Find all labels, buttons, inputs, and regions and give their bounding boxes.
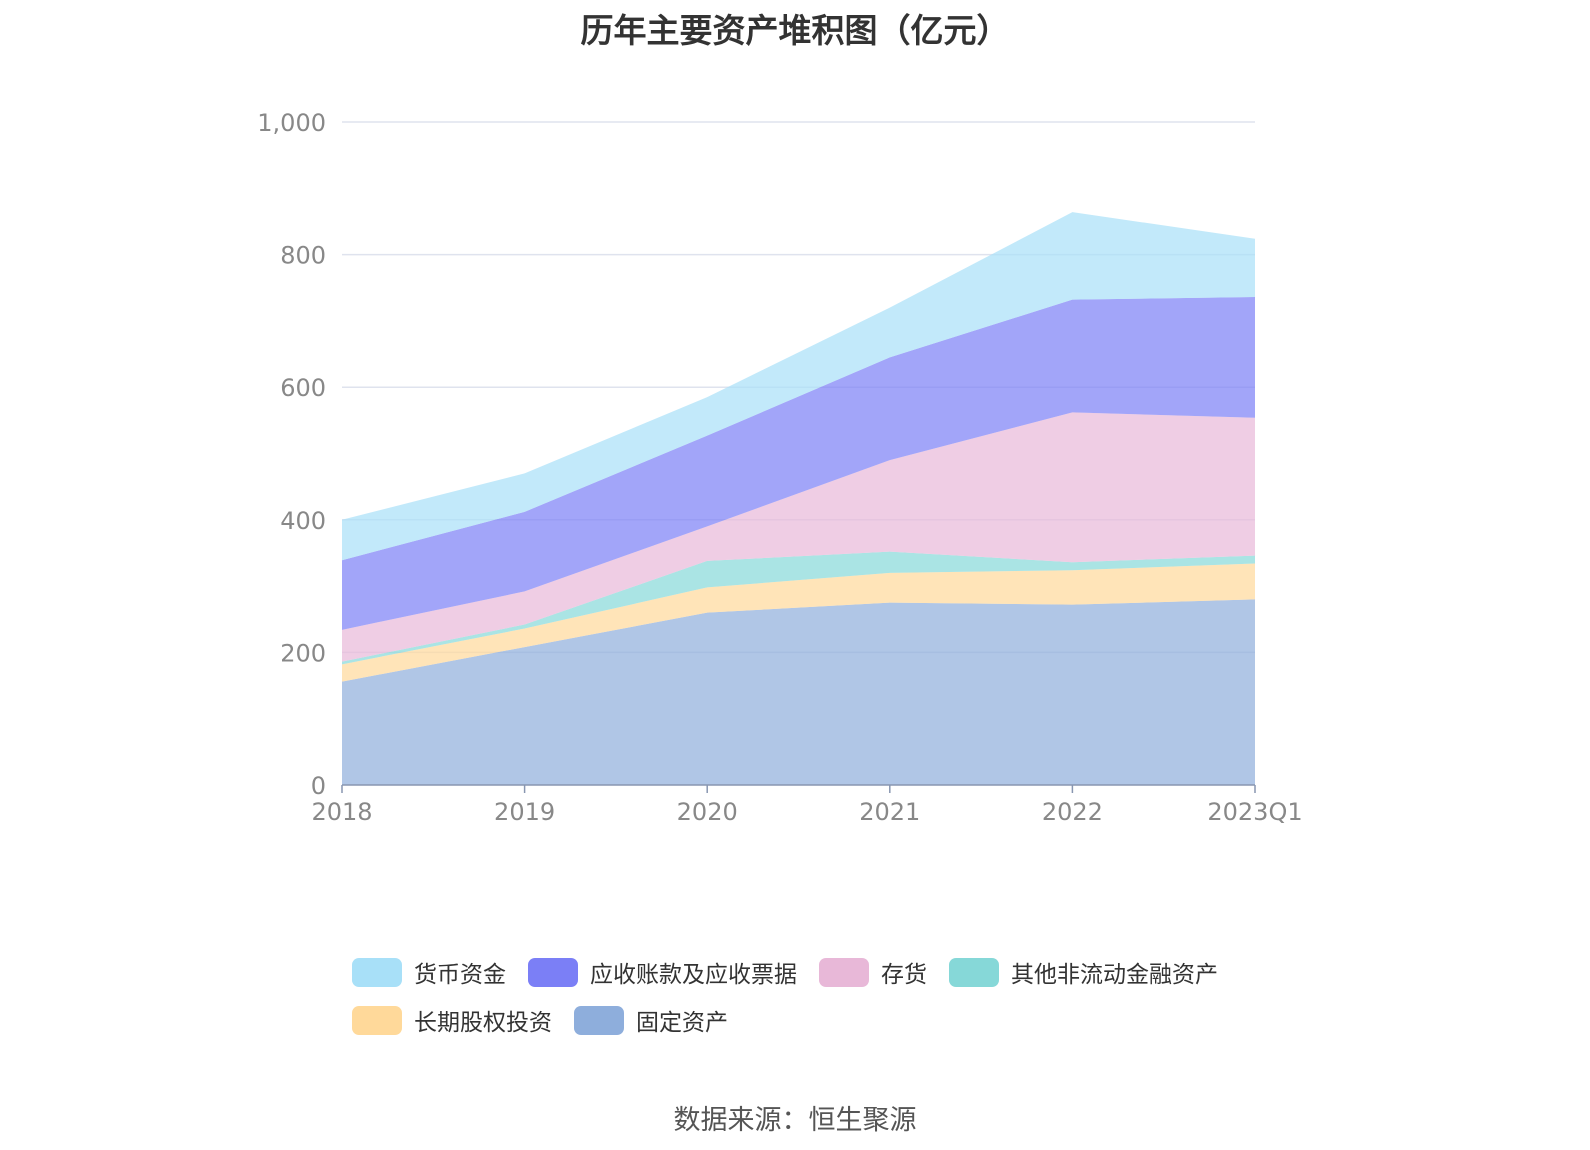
y-tick-label: 1,000 [257, 109, 326, 137]
legend: 货币资金 应收账款及应收票据 存货 其他非流动金融资产 长期股权投资 固定资产 [352, 948, 1272, 1044]
y-tick-label: 800 [280, 242, 326, 270]
y-tick-label: 400 [280, 507, 326, 535]
x-tick-label: 2020 [677, 798, 738, 826]
legend-swatch [528, 957, 578, 987]
legend-swatch [949, 957, 999, 987]
area-series [342, 412, 1255, 662]
legend-label: 存货 [881, 962, 927, 988]
legend-row-2: 长期股权投资 固定资产 [352, 996, 1272, 1044]
legend-swatch [819, 957, 869, 987]
legend-label: 其他非流动金融资产 [1011, 962, 1218, 988]
legend-item-long-term-equity[interactable]: 长期股权投资 [352, 1003, 552, 1037]
y-tick-label: 200 [280, 639, 326, 667]
legend-label: 固定资产 [636, 1010, 728, 1036]
data-source: 数据来源：恒生聚源 [673, 1105, 917, 1136]
y-tick-label: 0 [311, 772, 326, 800]
x-tick-label: 2022 [1042, 798, 1103, 826]
legend-label: 长期股权投资 [414, 1010, 552, 1036]
area-series [342, 551, 1255, 665]
area-series [342, 297, 1255, 630]
legend-item-inventory[interactable]: 存货 [819, 955, 927, 989]
legend-label: 应收账款及应收票据 [590, 962, 797, 988]
legend-swatch [574, 1005, 624, 1035]
x-tick-label: 2018 [311, 798, 372, 826]
legend-row-1: 货币资金 应收账款及应收票据 存货 其他非流动金融资产 [352, 948, 1272, 996]
x-tick-label: 2019 [494, 798, 555, 826]
chart-title: 历年主要资产堆积图（亿元） [580, 11, 1010, 50]
legend-label: 货币资金 [414, 962, 506, 988]
legend-item-other-financial-assets[interactable]: 其他非流动金融资产 [949, 955, 1218, 989]
x-tick-label: 2021 [859, 798, 920, 826]
legend-item-cash[interactable]: 货币资金 [352, 955, 506, 989]
legend-item-fixed-assets[interactable]: 固定资产 [574, 1003, 728, 1037]
area-series [342, 212, 1255, 561]
legend-swatch [352, 1005, 402, 1035]
stacked-area-chart: 0 200 400 600 800 1,000 2018 2019 2020 2021 2022 20… [257, 109, 1302, 826]
area-series [342, 599, 1255, 785]
legend-item-receivables[interactable]: 应收账款及应收票据 [528, 955, 797, 989]
legend-swatch [352, 957, 402, 987]
area-series [342, 563, 1255, 682]
x-tick-label: 2023Q1 [1207, 798, 1302, 826]
y-tick-label: 600 [280, 374, 326, 402]
